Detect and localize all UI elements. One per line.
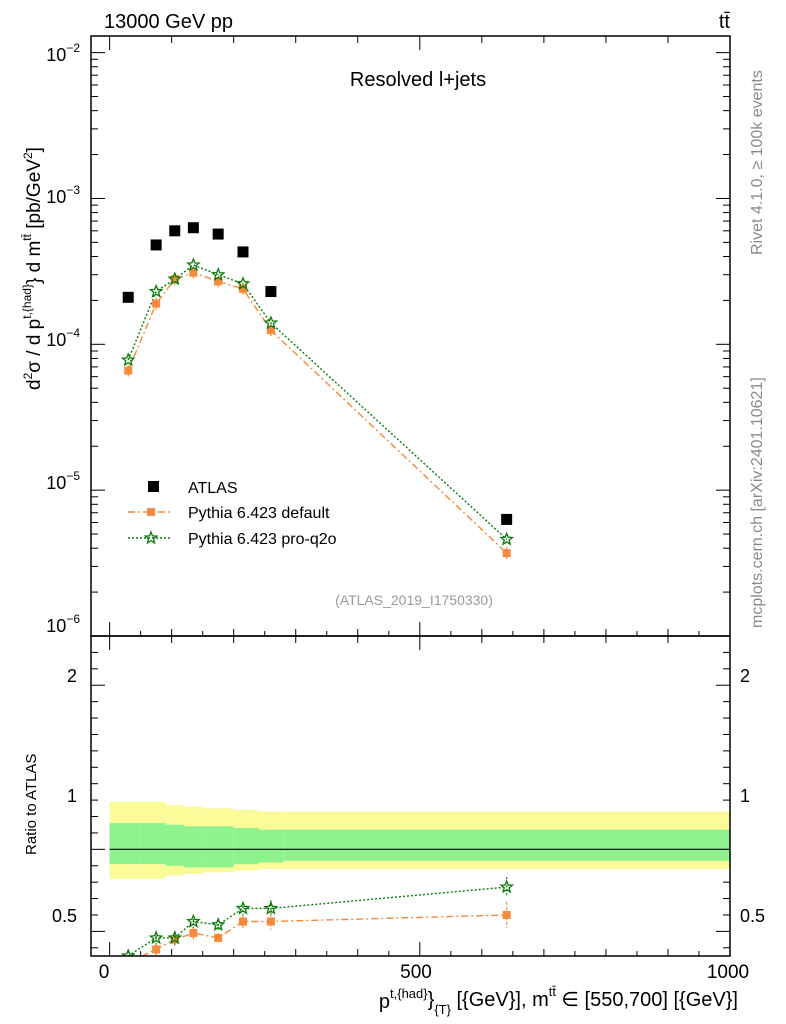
point-proq2o — [499, 531, 515, 546]
energy-label: 13000 GeV pp — [104, 11, 233, 33]
point-default — [238, 284, 247, 293]
point-default — [124, 366, 133, 375]
ytick-label-1e-6: 10−6 — [46, 612, 80, 636]
rivet-version-label: Rivet 4.1.0, ≥ 100k events — [749, 70, 766, 255]
ratio-point-default — [214, 933, 223, 942]
point-atlas — [265, 286, 277, 298]
point-default — [189, 268, 198, 277]
ratio-point-default — [152, 945, 161, 954]
ytick-label-1e-4: 10−4 — [46, 326, 80, 350]
ratio-ytick-label-right-0.5: 0.5 — [740, 906, 765, 926]
legend-label-proq2o: Pythia 6.423 pro-q2o — [188, 531, 337, 548]
legend-marker-proq2o — [143, 530, 159, 545]
ratio-ytick-label-right-2: 2 — [740, 666, 750, 686]
main-ylabel: d2σ / d pt,{had}} d mtt̄ [pb/GeV2] — [20, 147, 45, 390]
ratio-point-proq2o — [263, 900, 279, 915]
ratio-ytick-label-0.5: 0.5 — [52, 906, 77, 926]
uncertainty-band-inner — [165, 824, 185, 866]
analysis-id-label: (ATLAS_2019_I1750330) — [335, 592, 493, 608]
series-line-default — [127, 271, 508, 554]
point-atlas — [169, 225, 181, 237]
point-atlas — [150, 239, 162, 251]
main-ytick-labels: 10−6 10−5 10−4 10−3 10−2 — [46, 41, 80, 636]
legend: ATLAS Pythia 6.423 default Pythia 6.423 … — [128, 480, 337, 548]
uncertainty-band-inner — [283, 829, 730, 861]
ratio-series-group — [120, 877, 515, 967]
point-default — [266, 326, 275, 335]
ratio-point-default — [502, 910, 511, 919]
point-atlas — [501, 513, 513, 525]
point-atlas — [187, 222, 199, 234]
ratio-point-proq2o — [167, 930, 183, 945]
ratio-point-default — [266, 917, 275, 926]
legend-star-shape — [143, 530, 159, 545]
series-line-proq2o — [127, 264, 508, 540]
ratio-ytick-label-1: 1 — [67, 786, 77, 806]
legend-marker-atlas — [148, 481, 159, 492]
ratio-line-proq2o — [127, 886, 507, 956]
ytick-label-1e-3: 10−3 — [46, 183, 80, 207]
ratio-point-proq2o — [499, 879, 515, 894]
xtick-label-500: 500 — [400, 962, 432, 983]
ytick-label-1e-5: 10−5 — [46, 469, 80, 493]
ratio-ytick-label-2: 2 — [67, 666, 77, 686]
ratio-point-default — [238, 917, 247, 926]
point-proq2o — [186, 257, 201, 272]
ratio-point-proq2o — [148, 930, 164, 945]
ratio-point-proq2o — [186, 913, 201, 928]
legend-label-default: Pythia 6.423 default — [188, 505, 330, 522]
ytick-label-1e-2: 10−2 — [46, 41, 80, 65]
point-default — [152, 299, 161, 308]
point-proq2o — [148, 283, 164, 298]
uncertainty-band-inner — [233, 828, 259, 865]
ratio-ylabel: Ratio to ATLAS — [23, 754, 40, 855]
point-default — [170, 275, 179, 284]
xtick-label-0: 0 — [99, 962, 110, 983]
point-proq2o — [210, 266, 226, 282]
main-title: Resolved l+jets — [350, 69, 486, 91]
main-panel: Resolved l+jets (ATLAS_2019_I1750330) 10… — [20, 35, 731, 637]
point-proq2o — [167, 271, 183, 286]
point-proq2o — [263, 315, 279, 330]
x-axis-label: pt,{had}}{T} [{GeV}], mtt̄ ∈ [550,700] [… — [379, 984, 738, 1017]
point-default — [214, 277, 223, 286]
ratio-ytick-label-right-1: 1 — [740, 786, 750, 806]
point-atlas — [237, 246, 249, 258]
point-atlas — [212, 228, 224, 240]
uncertainty-band-inner — [258, 829, 284, 863]
main-frame — [90, 35, 731, 637]
ratio-point-proq2o — [120, 948, 136, 956]
ratio-point-proq2o — [235, 900, 251, 915]
point-proq2o — [120, 352, 136, 367]
uncertainty-band-inner — [184, 826, 203, 868]
legend-marker-default — [147, 508, 155, 516]
point-default — [502, 549, 511, 558]
ratio-plot-area — [91, 636, 731, 967]
ratio-point-default — [189, 929, 198, 938]
main-plot-area — [91, 36, 731, 637]
uncertainty-band-inner — [109, 823, 141, 865]
ratio-point-proq2o — [210, 916, 226, 932]
uncertainty-band-inner — [140, 823, 166, 865]
xtick-label-1000: 1000 — [707, 962, 749, 983]
ratio-frame — [90, 635, 731, 957]
legend-label-atlas: ATLAS — [188, 480, 238, 497]
point-atlas — [122, 291, 134, 303]
ratio-point-default — [124, 959, 132, 967]
ratio-panel: Ratio to ATLAS 0.5 1 2 0.5 1 2 0 500 100… — [23, 635, 765, 1017]
process-label: tt̄ — [719, 11, 731, 33]
point-proq2o — [235, 275, 251, 291]
uncertainty-band-inner — [202, 826, 234, 868]
mcplots-label: mcplots.cern.ch [arXiv:2401.10621] — [749, 377, 766, 628]
